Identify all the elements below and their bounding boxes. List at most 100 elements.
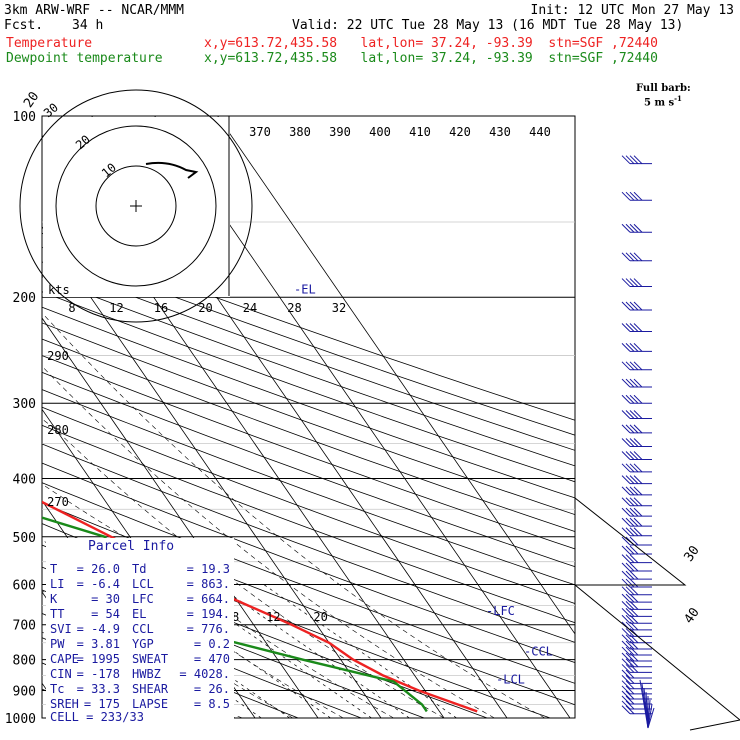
wind-barb-flag — [633, 463, 643, 473]
wind-barb — [621, 658, 652, 668]
temperature-legend-label: Temperature — [6, 36, 93, 51]
wind-barb-flag — [625, 394, 635, 404]
level-annotation-ccl: -CCL — [524, 645, 553, 659]
dry-adiabat-440 — [42, 291, 575, 483]
wind-barb — [621, 675, 652, 684]
wind-barb-flag — [621, 438, 631, 447]
wind-barb-flag — [629, 640, 639, 650]
parcel-value: = 4028. — [179, 667, 230, 681]
dry-adiabat-370 — [42, 406, 575, 605]
axis-boundary-lower — [574, 584, 740, 731]
wind-barb-flag — [621, 361, 631, 371]
isotherm-label-20: 20 — [21, 89, 42, 110]
wind-barb-flag — [629, 652, 639, 662]
wind-barb-flag — [625, 507, 635, 517]
wind-barb — [621, 680, 652, 690]
wind-barb-flag — [625, 323, 635, 332]
dry-adiabat-410 — [42, 338, 575, 532]
level-annotation-lfc: -LFC — [486, 604, 515, 618]
theta-label-420: 420 — [449, 125, 471, 139]
parcel-value: = 3.81 — [76, 637, 120, 651]
parcel-key: Tc — [50, 682, 65, 696]
isotherm-label-30: 30 — [681, 543, 702, 564]
parcel-key: CCL — [132, 622, 154, 636]
wind-barb-low — [647, 707, 655, 729]
parcel-key: LI — [50, 577, 65, 591]
dry-adiabat-460 — [42, 261, 575, 451]
pressure-label-200: 200 — [13, 291, 36, 306]
wind-barb — [621, 570, 652, 580]
level-annotation-el: -EL — [294, 282, 316, 296]
wind-barb-flag — [621, 554, 631, 564]
parcel-key: SREH — [50, 697, 79, 711]
parcel-key: LFC — [132, 592, 154, 606]
wind-barb-flag — [625, 463, 635, 473]
wind-barb-flag — [621, 545, 631, 555]
wind-barb — [621, 578, 652, 588]
wind-barb-flag — [629, 608, 639, 617]
wind-barb — [621, 634, 652, 644]
parcel-value: = 776. — [186, 622, 230, 636]
parcel-value: = 470 — [193, 652, 230, 666]
wind-barb — [621, 497, 652, 507]
wind-barb-flag — [633, 301, 643, 311]
wind-barb-flag — [629, 517, 639, 527]
wind-barb-flag — [633, 410, 643, 419]
parcel-key: K — [50, 592, 58, 606]
dry-adiabat-290 — [42, 566, 425, 718]
theta-label-430: 430 — [489, 125, 511, 139]
wind-barb-flag — [625, 486, 635, 496]
pressure-label-100: 100 — [13, 110, 36, 125]
wind-barb-flag — [625, 497, 635, 507]
theta-label-380: 380 — [289, 125, 311, 139]
wind-barb — [621, 621, 652, 631]
axis-boundary-upper — [574, 497, 687, 586]
wind-barb-flag — [621, 614, 631, 624]
wind-barb-flag — [625, 685, 635, 695]
wind-barb-flag — [625, 614, 635, 624]
wind-barb-flag — [633, 507, 643, 517]
parcel-key: LCL — [132, 577, 154, 591]
wind-barb-flag — [633, 342, 643, 352]
theta-label-440: 440 — [529, 125, 551, 139]
parcel-value: = 54 — [91, 607, 120, 621]
wind-barb-flag — [633, 497, 643, 507]
wind-barb-flag — [625, 695, 635, 705]
wind-barb-flag — [621, 608, 631, 617]
wind-barb-flag — [625, 378, 635, 388]
wind-barb — [621, 301, 652, 311]
wind-barb-flag — [629, 361, 639, 371]
wind-barb-flag — [621, 536, 631, 546]
theta-label-400: 400 — [369, 125, 391, 139]
valid-time: Valid: 22 UTC Tue 28 May 13 (16 MDT Tue … — [292, 18, 684, 33]
theta-label-390: 390 — [329, 125, 351, 139]
wind-barb-flag — [629, 593, 639, 603]
dewpoint-legend-label: Dewpoint temperature — [6, 51, 163, 66]
wind-barb-flag — [629, 410, 639, 419]
wind-barb — [621, 646, 652, 656]
wind-barb-flag — [625, 652, 635, 662]
wind-barb — [621, 361, 652, 371]
dry-adiabat-450 — [42, 276, 575, 467]
parcel-value: = 33.3 — [76, 682, 120, 696]
wind-barb-flag — [629, 223, 639, 233]
wind-barb-flag — [625, 578, 635, 588]
dry-adiabat-360 — [42, 424, 575, 624]
hodograph-axis-label-12: 12 — [109, 301, 123, 315]
parcel-value: = 194. — [186, 607, 230, 621]
isotherm-0 — [42, 317, 319, 718]
wind-barb-flag — [629, 664, 639, 673]
model-title: 3km ARW-WRF -- NCAR/MMM — [4, 3, 185, 18]
wind-barbs — [621, 155, 655, 729]
wind-barb-flag — [629, 323, 639, 332]
wind-barb-flag — [621, 463, 631, 473]
isotherm-50 — [217, 116, 575, 635]
wind-barb-flag — [633, 252, 643, 262]
wind-barb-flag — [629, 570, 639, 580]
wind-barb — [621, 507, 652, 517]
theta-left-label-270: 270 — [47, 495, 69, 509]
wind-barb-flag — [633, 475, 643, 484]
parcel-value: = 175 — [83, 697, 120, 711]
wind-barb-flag — [629, 554, 639, 564]
